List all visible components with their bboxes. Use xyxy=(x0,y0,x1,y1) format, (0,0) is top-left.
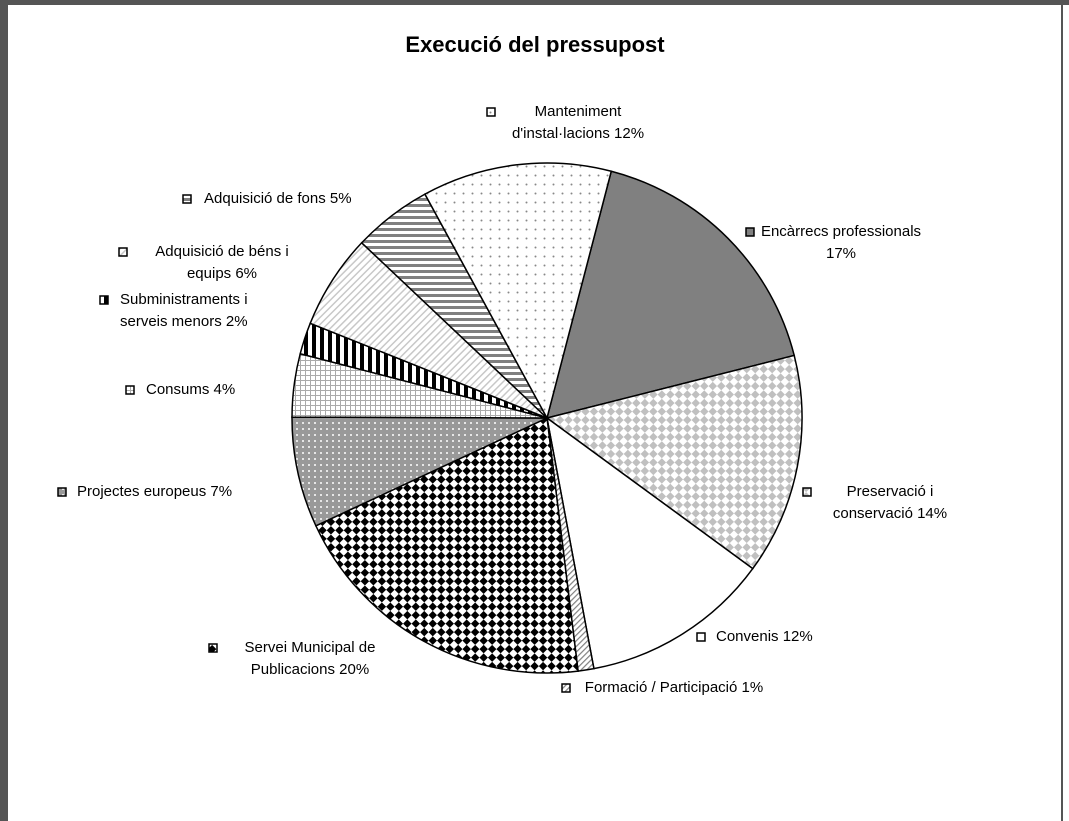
slice-label: Projectes europeus 7% xyxy=(77,481,232,503)
pie-slice xyxy=(423,162,613,421)
chart-title: Execució del pressupost xyxy=(405,32,665,57)
pie-slice xyxy=(545,170,796,420)
value-label: 17% xyxy=(825,245,857,262)
legend-key xyxy=(802,487,812,497)
category-label: Convenis xyxy=(716,628,779,645)
value-label: 5% xyxy=(329,190,352,207)
legend-key xyxy=(182,194,192,204)
slice-label: Manteniment d'instal·lacions 12% xyxy=(486,101,671,145)
category-label: Consums xyxy=(146,381,210,398)
value-label: 6% xyxy=(235,265,258,282)
value-label: 14% xyxy=(917,505,948,522)
slice-label: Formació / Participació 1% xyxy=(569,677,779,699)
slice-label: Convenis 12% xyxy=(716,626,813,648)
slice-label: Adquisició de fons 5% xyxy=(204,188,352,210)
slice-label: Preservació i conservació 14% xyxy=(815,481,965,525)
pie-slice xyxy=(545,416,754,670)
value-label: 7% xyxy=(210,483,233,500)
legend-key xyxy=(486,107,496,117)
slice-label: Encàrrecs professionals 17% xyxy=(759,221,924,265)
value-label: 1% xyxy=(741,679,764,696)
pie-slice xyxy=(291,416,548,527)
category-label: Manteniment d'instal·lacions xyxy=(511,103,622,142)
category-label: Encàrrecs professionals xyxy=(760,223,922,240)
legend-key xyxy=(57,487,67,497)
legend-key xyxy=(99,295,109,305)
legend-key xyxy=(696,632,706,642)
legend-key xyxy=(208,643,218,653)
category-label: Adquisició de fons xyxy=(204,190,326,207)
frame-top xyxy=(0,0,1069,5)
slice-label: Servei Municipal de Publicacions 20% xyxy=(224,637,396,681)
slice-label: Adquisició de béns i equips 6% xyxy=(135,241,310,285)
value-label: 20% xyxy=(339,661,370,678)
slice-label: Consums 4% xyxy=(146,379,235,401)
frame-left xyxy=(0,0,8,821)
value-label: 12% xyxy=(782,628,813,645)
category-label: Formació / Participació xyxy=(584,679,738,696)
category-label: Preservació i conservació xyxy=(832,483,934,522)
legend-key xyxy=(125,385,135,395)
legend-key xyxy=(561,683,571,693)
category-label: Subministraments i serveis menors xyxy=(120,291,248,330)
category-label: Adquisició de béns i equips xyxy=(155,243,289,282)
legend-key xyxy=(118,247,128,257)
value-label: 12% xyxy=(614,125,645,142)
pie-slice xyxy=(314,416,579,674)
category-label: Projectes europeus xyxy=(77,483,207,500)
slice-label: Subministraments i serveis menors 2% xyxy=(120,289,285,333)
category-label: Servei Municipal de Publicacions xyxy=(244,639,376,678)
pie-slice xyxy=(545,354,803,570)
legend-key xyxy=(745,227,755,237)
value-label: 2% xyxy=(225,313,248,330)
value-label: 4% xyxy=(213,381,236,398)
frame-right xyxy=(1061,0,1063,821)
